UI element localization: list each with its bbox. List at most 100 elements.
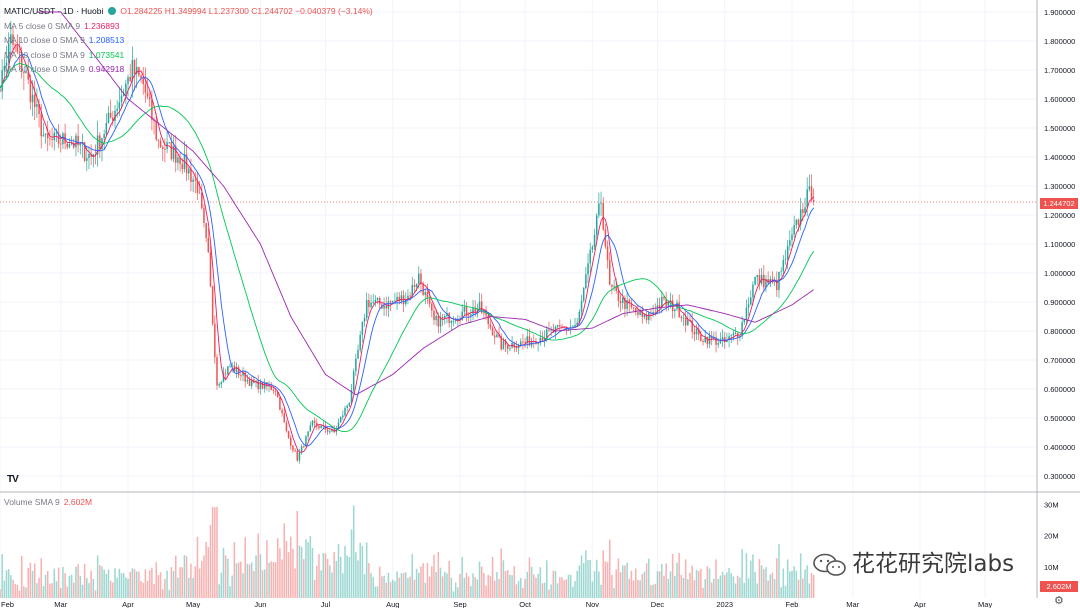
market-status-icon [108, 7, 117, 15]
volume-bar [127, 578, 129, 598]
volume-bar [135, 571, 138, 598]
candle-body [539, 337, 542, 344]
volume-bar [721, 571, 724, 598]
volume-bar [303, 559, 305, 598]
candle-body [589, 249, 591, 264]
volume-bar [561, 577, 563, 598]
volume-bar [129, 571, 131, 598]
candle-body [86, 158, 88, 161]
candle-body [515, 347, 518, 349]
volume-bar [326, 558, 329, 598]
candle-body [624, 298, 626, 309]
volume-bar [222, 547, 225, 598]
volume-bar [237, 562, 240, 598]
volume-bar [726, 572, 728, 598]
candles [0, 20, 815, 464]
ma5-legend[interactable]: MA 5 close 0 SMA 9 1.236893 [4, 20, 120, 31]
candle-body [29, 79, 32, 103]
volume-tick-label: 10M [1044, 563, 1059, 572]
volume-bar [259, 554, 262, 598]
volume-bar [255, 555, 257, 598]
candle-body [426, 292, 429, 299]
candle-body [721, 337, 724, 340]
volume-bar [750, 560, 752, 598]
candle-body [10, 34, 12, 44]
volume-bar [793, 566, 795, 598]
candle-body [326, 429, 329, 432]
candle-body [691, 320, 693, 332]
volume-bar [179, 567, 181, 598]
volume-bar [763, 569, 765, 598]
candle-body [706, 336, 709, 345]
candle-body [528, 336, 531, 346]
candle-body [18, 52, 21, 53]
candle-body [7, 43, 10, 63]
candle-body [352, 371, 355, 390]
candle-body [294, 450, 296, 452]
volume-bar [630, 570, 633, 598]
volume-bar [708, 568, 711, 598]
volume-bar [10, 575, 12, 598]
time-tick-label: Apr [122, 600, 134, 608]
candle-body [305, 436, 307, 447]
volume-bar [546, 560, 548, 598]
watermark: 花花研究院labs [812, 544, 1014, 578]
volume-bar [164, 578, 166, 598]
ma10-legend[interactable]: MA 10 close 0 SMA 9 1.208513 [4, 35, 125, 45]
candle-body [268, 385, 270, 387]
volume-bar [480, 566, 483, 598]
candle-body [437, 316, 440, 327]
tradingview-logo-icon[interactable]: TV [7, 474, 19, 485]
volume-bar [313, 579, 316, 598]
time-tick-label: May [186, 600, 200, 608]
volume-bar [244, 537, 246, 598]
candle-body [600, 203, 602, 204]
candle-body [281, 409, 283, 414]
candle-body [276, 391, 279, 398]
gear-icon[interactable]: ⚙ [1054, 595, 1064, 607]
candle-body [678, 302, 680, 317]
candle-body [574, 324, 576, 327]
ma60-legend[interactable]: MA 60 close 0 SMA 9 0.942918 [4, 64, 125, 74]
volume-bar [615, 569, 618, 598]
candle-body [546, 329, 548, 339]
candle-body [298, 452, 301, 461]
volume-bar [650, 585, 652, 598]
candle-body [780, 271, 782, 273]
volume-bar [760, 565, 763, 598]
candle-body [368, 300, 370, 308]
candle-body [489, 324, 492, 328]
volume-bar [428, 576, 431, 598]
candle-body [543, 338, 546, 341]
candle-body [674, 309, 676, 312]
ma30-legend[interactable]: MA 30 close 0 SMA 9 1.073541 [4, 49, 125, 60]
volume-bar [192, 578, 194, 598]
time-tick-label: Oct [519, 600, 532, 608]
candle-body [385, 305, 387, 309]
volume-bar [316, 565, 318, 598]
volume-bar [385, 582, 387, 598]
candle-body [14, 44, 16, 46]
volume-bar [628, 578, 631, 598]
volume-bar [287, 552, 290, 598]
candle-body [146, 92, 149, 97]
candle-body [472, 307, 474, 315]
volume-bar [168, 589, 171, 598]
volume-bar [335, 560, 338, 598]
volume-legend[interactable]: Volume SMA 9 2.602M [4, 497, 92, 507]
volume-bar [407, 578, 409, 598]
candle-body [648, 312, 650, 321]
candle-body [799, 209, 802, 225]
candle-body [329, 431, 331, 433]
volume-bar [396, 571, 398, 598]
volume-bar [563, 580, 565, 598]
volume-bar [496, 571, 498, 598]
time-tick-label: Mar [846, 600, 859, 608]
volume-bar [198, 568, 201, 598]
volume-bar [719, 575, 722, 598]
volume-bar [250, 562, 253, 598]
candle-body [142, 78, 144, 85]
candle-body [632, 307, 635, 309]
volume-bar [704, 579, 706, 598]
